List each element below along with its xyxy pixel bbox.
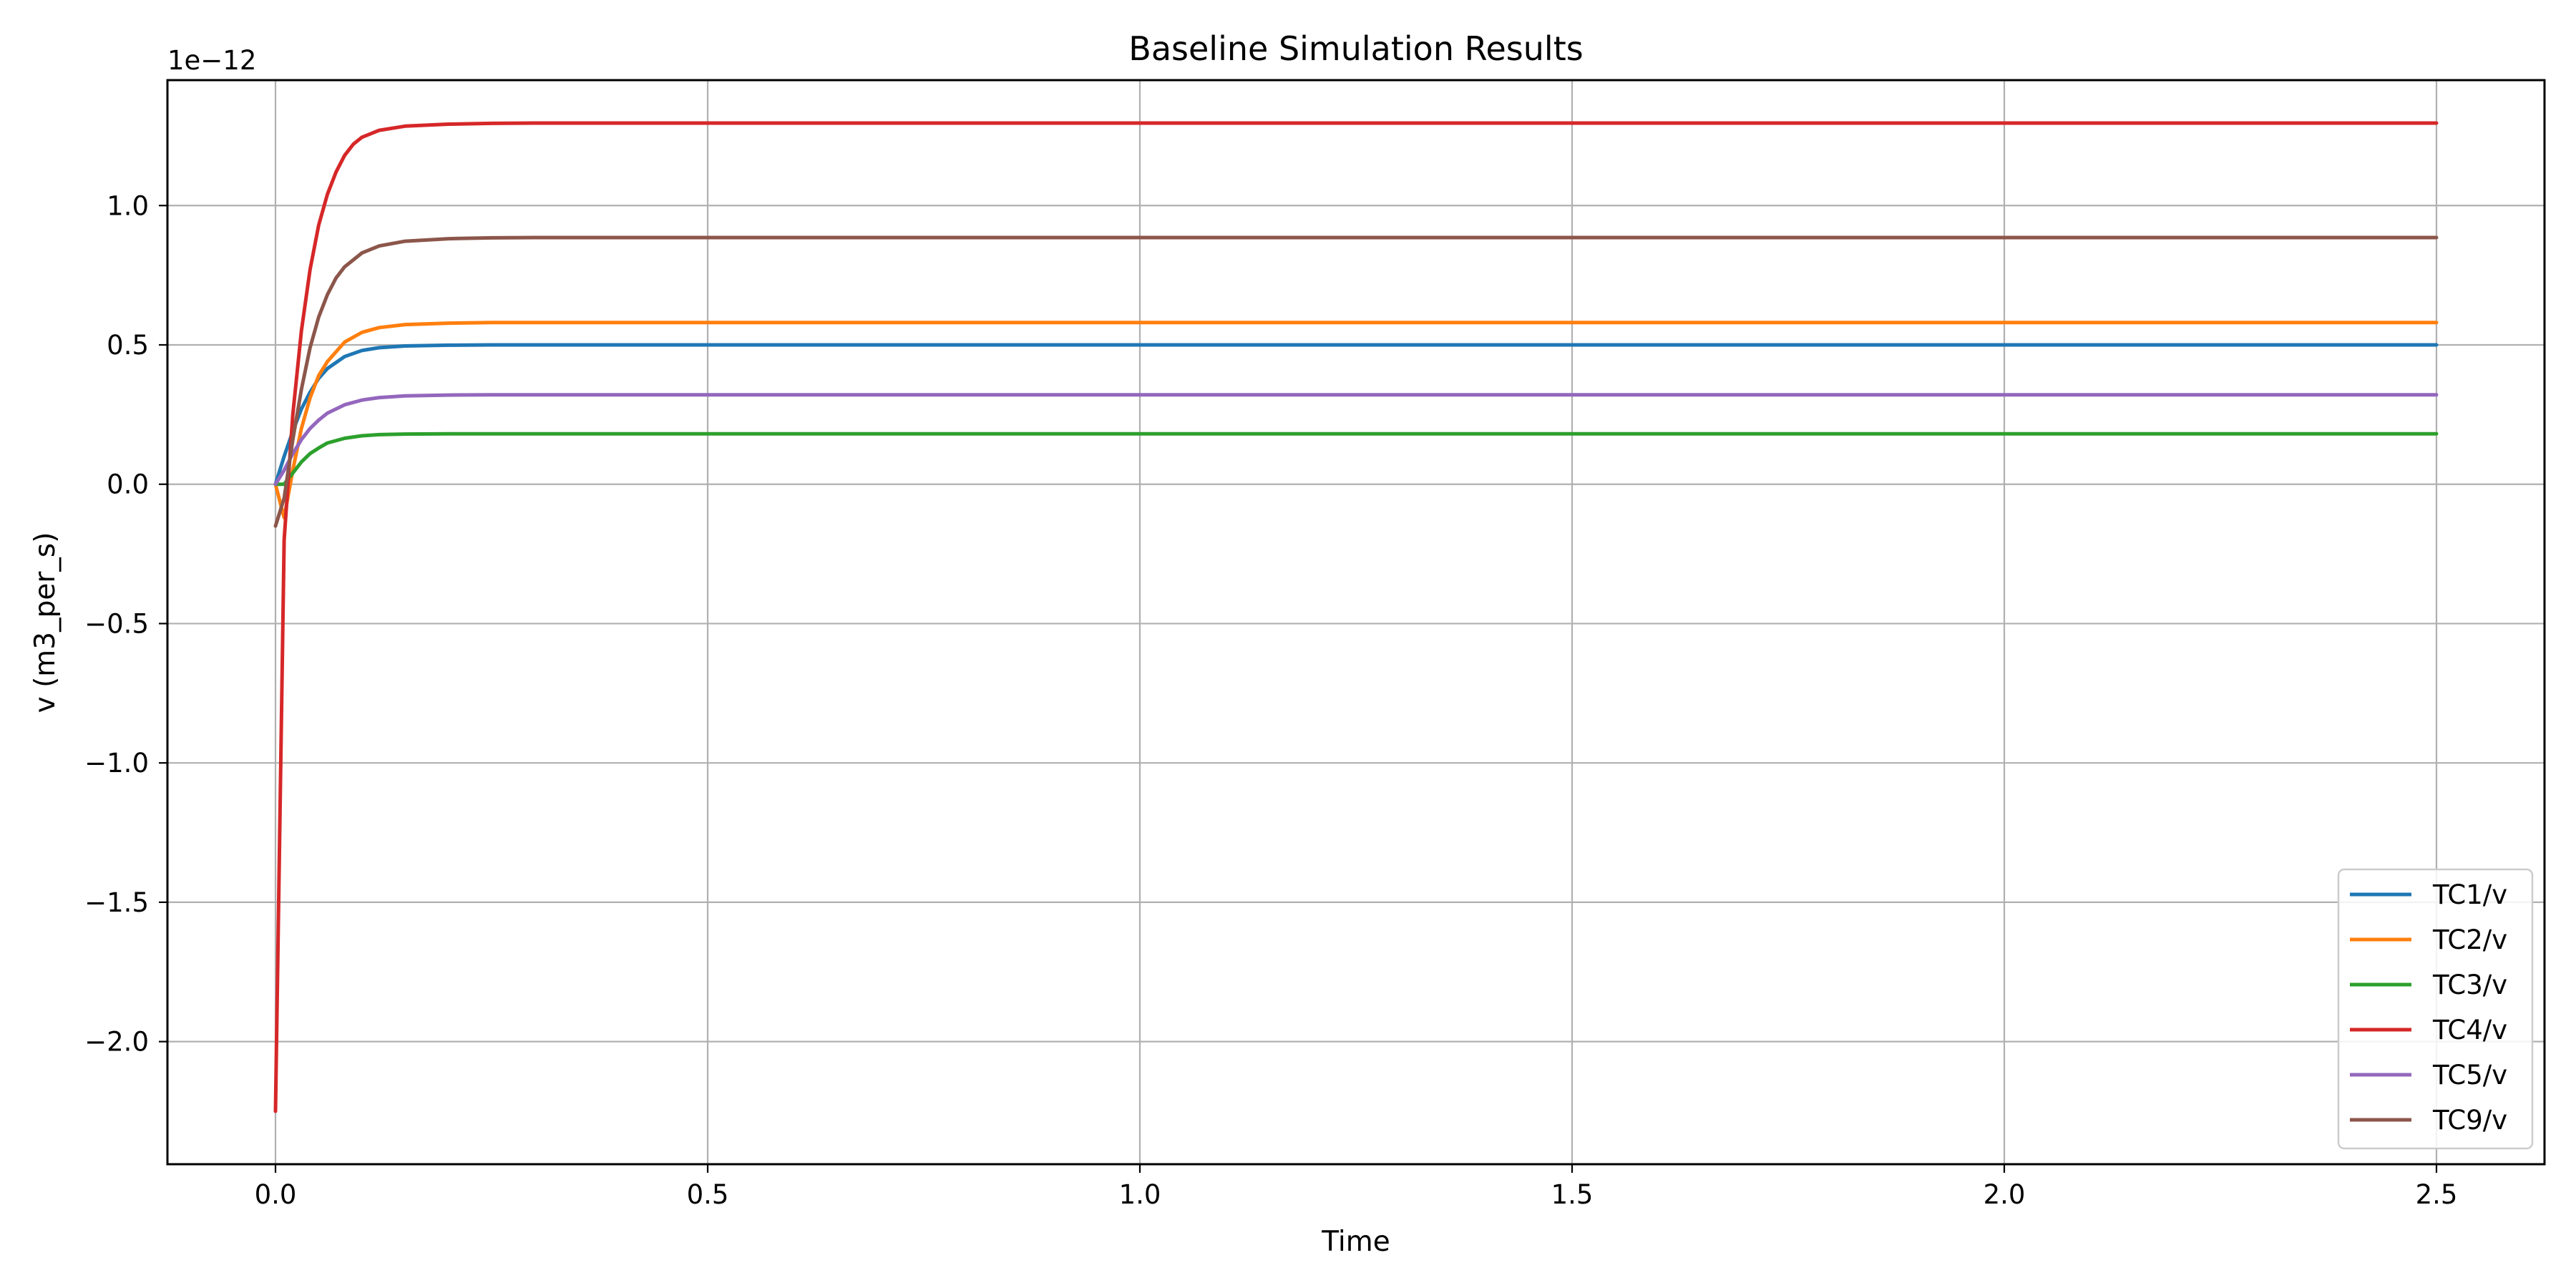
series-line-tc4-v [273,121,2439,1113]
x-tick-label: 0.0 [255,1179,297,1210]
x-tick-label: 1.0 [1119,1179,1161,1210]
y-axis-offset-label: 1e−12 [167,45,256,76]
series-line-tc2-v [273,321,2439,519]
chart-title: Baseline Simulation Results [1128,29,1583,68]
legend-label: TC3/v [2432,970,2507,1000]
series-line-tc9-v [273,235,2439,528]
legend-label: TC5/v [2432,1060,2507,1091]
x-tick-label: 2.5 [2416,1179,2458,1210]
series-lines [273,121,2439,1113]
y-tick-label: −2.0 [84,1027,149,1058]
y-tick-label: 0.0 [107,469,149,500]
x-axis-label: Time [1321,1226,1390,1258]
legend-label: TC1/v [2432,879,2507,910]
y-axis-label: v (m3_per_s) [29,532,62,713]
y-tick-label: −0.5 [84,608,149,639]
y-tick-label: 1.0 [107,190,149,221]
y-tick-label: −1.0 [84,748,149,779]
x-tick-label: 0.5 [687,1179,729,1210]
plot-area-frame [166,79,2546,1166]
y-tick-label: −1.5 [84,887,149,918]
x-tick-label: 2.0 [1984,1179,2026,1210]
series-line-tc3-v [273,431,2439,487]
x-tick-label: 1.5 [1551,1179,1594,1210]
axis-ticks: 0.0 0.5 1.0 1.5 2.0 2.5 −2.0 −1.5 −1.0 −0.5 0.0 0.5… [84,190,2457,1210]
series-line-tc1-v [273,343,2439,487]
y-tick-label: 0.5 [107,330,149,361]
legend-label: TC9/v [2432,1105,2507,1136]
legend-label: TC4/v [2432,1015,2507,1045]
series-line-tc5-v [273,393,2439,487]
legend-label: TC2/v [2432,924,2507,955]
legend: TC1/v TC2/v TC3/v TC4/v TC5/v TC9/v [2337,868,2534,1150]
